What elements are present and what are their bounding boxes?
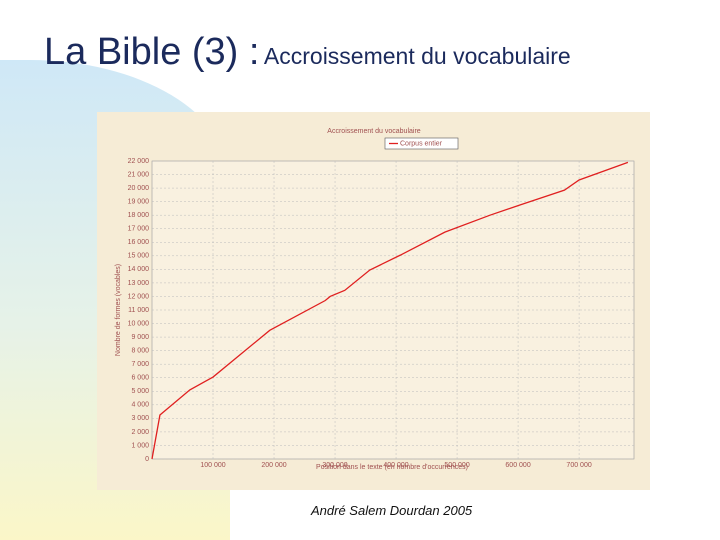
slide-title: La Bible (3) : Accroissement du vocabula…: [44, 33, 644, 76]
y-tick-label: 14 000: [128, 266, 150, 273]
x-tick-label: 500 000: [444, 462, 469, 469]
y-tick-label: 7 000: [131, 361, 149, 368]
footer: André Salem Dourdan 2005: [311, 503, 473, 518]
y-tick-label: 8 000: [131, 347, 149, 354]
y-tick-label: 11 000: [128, 307, 149, 314]
y-tick-label: 10 000: [128, 320, 150, 327]
x-tick-label: 600 000: [505, 462, 530, 469]
y-tick-label: 9 000: [131, 334, 149, 341]
y-tick-label: 2 000: [131, 429, 149, 436]
y-tick-label: 6 000: [131, 375, 149, 382]
y-tick-label: 17 000: [128, 226, 150, 233]
y-tick-label: 19 000: [128, 198, 150, 205]
y-tick-label: 13 000: [128, 280, 150, 287]
legend-box: [384, 137, 459, 150]
title-sub: Accroissement du vocabulaire: [263, 43, 571, 69]
y-tick-label: 1 000: [131, 442, 149, 449]
y-tick-label: 18 000: [128, 212, 150, 219]
y-tick-label: 20 000: [128, 185, 150, 192]
y-tick-label: 15 000: [128, 253, 150, 260]
x-tick-label: 300 000: [322, 462, 347, 469]
title-main: La Bible (3) :: [44, 31, 260, 73]
x-tick-label: 700 000: [566, 462, 591, 469]
y-tick-label: 22 000: [128, 158, 150, 165]
y-tick-label: 0: [145, 456, 149, 463]
y-tick-label: 3 000: [131, 415, 149, 422]
y-axis-label: Nombre de formes (vocables): [115, 264, 122, 356]
y-tick-label: 16 000: [128, 239, 150, 246]
chart-title: Accroissement du vocabulaire: [327, 128, 420, 135]
y-tick-label: 12 000: [128, 293, 150, 300]
data-line: [151, 161, 629, 460]
y-tick-label: 21 000: [128, 171, 150, 178]
x-tick-label: 200 000: [261, 462, 286, 469]
x-tick-label: 100 000: [200, 462, 225, 469]
legend-label: Corpus entier: [400, 140, 443, 147]
x-axis-label: Position dans le texte (en nombre d'occu…: [316, 464, 468, 471]
y-tick-label: 5 000: [131, 388, 149, 395]
y-tick-label: 4 000: [131, 402, 149, 409]
x-tick-label: 400 000: [383, 462, 408, 469]
